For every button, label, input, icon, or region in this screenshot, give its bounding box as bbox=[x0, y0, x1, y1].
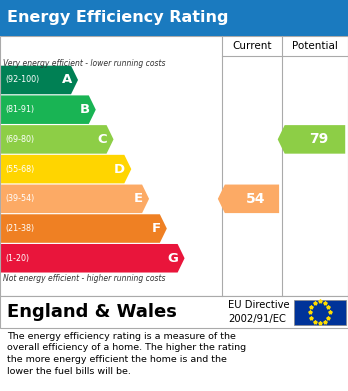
Bar bbox=[0, 36, 348, 296]
Text: Very energy efficient - lower running costs: Very energy efficient - lower running co… bbox=[3, 59, 166, 68]
Text: B: B bbox=[79, 103, 89, 116]
Text: 79: 79 bbox=[309, 133, 328, 146]
Polygon shape bbox=[1, 66, 78, 94]
Text: 2002/91/EC: 2002/91/EC bbox=[228, 314, 286, 325]
Polygon shape bbox=[1, 185, 149, 213]
Text: England & Wales: England & Wales bbox=[7, 303, 177, 321]
Polygon shape bbox=[1, 125, 113, 154]
Text: (81-91): (81-91) bbox=[5, 105, 34, 114]
Text: C: C bbox=[98, 133, 107, 146]
Text: (92-100): (92-100) bbox=[5, 75, 39, 84]
Text: (69-80): (69-80) bbox=[5, 135, 34, 144]
Text: F: F bbox=[151, 222, 160, 235]
Text: (1-20): (1-20) bbox=[5, 254, 29, 263]
Text: Not energy efficient - higher running costs: Not energy efficient - higher running co… bbox=[3, 274, 166, 283]
Text: A: A bbox=[62, 74, 72, 86]
Text: (39-54): (39-54) bbox=[5, 194, 34, 203]
Text: 54: 54 bbox=[246, 192, 265, 206]
Text: EU Directive: EU Directive bbox=[228, 300, 290, 310]
Polygon shape bbox=[1, 95, 96, 124]
Text: Energy Efficiency Rating: Energy Efficiency Rating bbox=[7, 11, 228, 25]
Polygon shape bbox=[1, 155, 131, 183]
Bar bbox=[0, 0, 348, 36]
Bar bbox=[0, 296, 348, 328]
Polygon shape bbox=[1, 214, 167, 243]
Bar bbox=[294, 300, 346, 325]
Text: Potential: Potential bbox=[292, 41, 338, 51]
Polygon shape bbox=[218, 185, 279, 213]
Text: (55-68): (55-68) bbox=[5, 165, 34, 174]
Text: Current: Current bbox=[232, 41, 272, 51]
Text: E: E bbox=[134, 192, 143, 205]
Text: (21-38): (21-38) bbox=[5, 224, 34, 233]
Text: D: D bbox=[114, 163, 125, 176]
Polygon shape bbox=[1, 244, 184, 273]
Text: G: G bbox=[167, 252, 178, 265]
Text: The energy efficiency rating is a measure of the
overall efficiency of a home. T: The energy efficiency rating is a measur… bbox=[7, 332, 246, 376]
Polygon shape bbox=[278, 125, 345, 154]
